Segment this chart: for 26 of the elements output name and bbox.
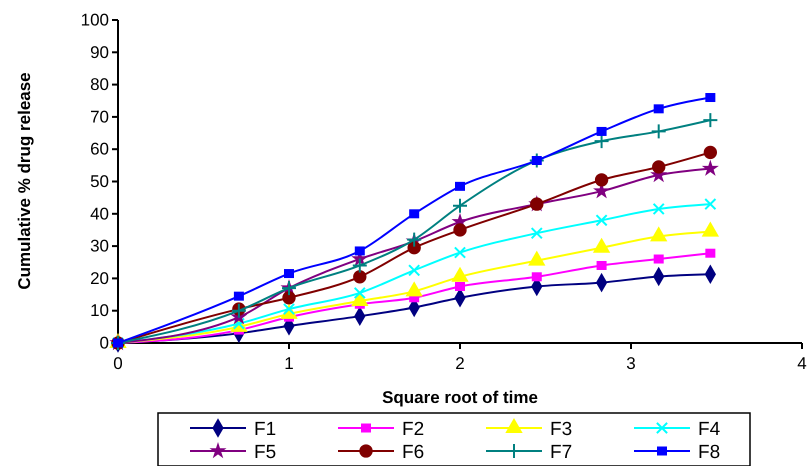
legend-label: F3 — [550, 419, 572, 440]
y-tick-label: 70 — [90, 107, 109, 126]
legend-label: F8 — [698, 442, 720, 463]
legend-label: F7 — [550, 442, 572, 463]
x-tick-label: 2 — [455, 354, 465, 373]
legend-label: F5 — [254, 442, 276, 463]
y-tick-label: 60 — [90, 140, 109, 159]
x-axis-title: Square root of time — [382, 388, 538, 407]
legend-label: F4 — [698, 419, 721, 440]
y-tick-label: 90 — [90, 42, 109, 62]
x-tick-label: 3 — [626, 354, 636, 373]
x-tick-label: 1 — [284, 354, 294, 373]
y-tick-label: 10 — [90, 301, 109, 320]
y-tick-label: 30 — [90, 236, 109, 256]
y-tick-label: 20 — [90, 268, 109, 288]
legend-label: F6 — [402, 442, 424, 463]
y-tick-label: 50 — [90, 172, 109, 191]
y-tick-label: 80 — [90, 75, 109, 94]
legend-label: F1 — [254, 419, 276, 440]
y-tick-label: 40 — [90, 204, 109, 224]
x-tick-label: 4 — [797, 354, 807, 373]
legend-label: F2 — [402, 419, 424, 440]
y-axis-title: Cumulative % drug release — [15, 72, 34, 290]
x-tick-label: 0 — [113, 354, 123, 373]
y-tick-label: 0 — [100, 333, 109, 352]
y-tick-label: 100 — [80, 10, 109, 30]
